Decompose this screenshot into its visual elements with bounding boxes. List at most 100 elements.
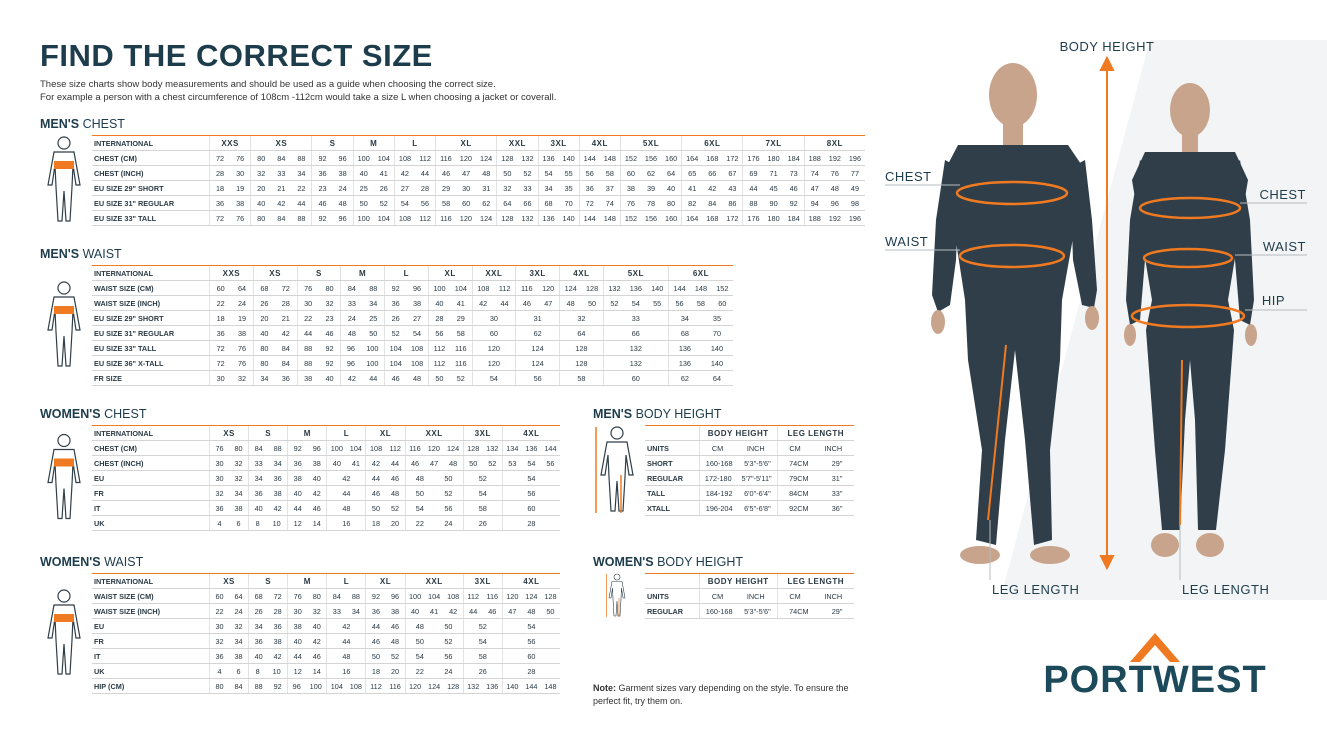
cell-values: 116 120: [517, 284, 559, 293]
cell-values: 128: [560, 344, 602, 353]
title-rest: WAIST: [104, 555, 144, 569]
cell-values: 18 19: [210, 314, 252, 323]
value: 41: [456, 298, 465, 308]
row-label: WAIST SIZE (CM): [92, 280, 210, 296]
row-label: UK: [92, 663, 210, 679]
row-label: FR: [92, 485, 210, 501]
size-section: MEN'S CHEST INTERNATIONAL XXS XS S M L XL XXL 3X…: [40, 117, 865, 230]
value: 104: [349, 443, 362, 453]
cell-values: 68 72: [250, 592, 288, 601]
size-cell: 128: [559, 355, 604, 371]
value: 32: [234, 621, 243, 631]
size-cell: 36 38: [248, 633, 288, 649]
cell-values: 36 38: [385, 298, 427, 308]
value: 30: [215, 473, 224, 483]
value: 172: [726, 213, 739, 223]
section-title: MEN'S WAIST: [40, 247, 720, 265]
size-cell: CM INCH: [699, 440, 777, 456]
value: 36": [831, 503, 843, 513]
cell-values: 48 50: [342, 329, 384, 338]
cell-values: 22 24: [406, 667, 463, 676]
cell-values: CM INCH: [778, 444, 854, 453]
value: 116: [409, 443, 421, 453]
value: 124: [564, 283, 577, 293]
size-header: 4XL: [578, 135, 621, 151]
cell-values: 76 80: [298, 284, 340, 293]
cell-values: 52 54: [385, 329, 427, 338]
value: 34: [254, 621, 263, 631]
figure-label: HIP: [1262, 293, 1285, 308]
cell-values: 46 47: [517, 299, 559, 308]
value: 42: [347, 373, 356, 383]
value: 16: [342, 666, 351, 676]
value: 40: [435, 298, 444, 308]
size-cell: 29 30 31: [435, 180, 497, 196]
cell-values: 72 76: [211, 214, 251, 223]
size-cell: 112 116: [427, 340, 472, 356]
cell-values: 112 116: [429, 344, 471, 353]
size-header: 3XL: [462, 573, 503, 589]
value: 42: [312, 636, 321, 646]
cell-values: 132: [604, 344, 668, 353]
size-cell: 136 140: [667, 355, 733, 371]
size-cell: 48: [326, 648, 366, 664]
cell-values: 160-168 5'3"-5'6": [700, 607, 776, 616]
value: 48: [342, 651, 351, 661]
row-label: EU SIZE 29" SHORT: [92, 310, 210, 326]
note-text: Garment sizes vary depending on the styl…: [593, 683, 849, 706]
section-title: WOMEN'S WAIST: [40, 555, 550, 573]
value: 24: [234, 606, 243, 616]
value: 196-204: [705, 503, 733, 513]
cell-values: 136 140: [669, 344, 733, 353]
value: 55: [564, 168, 573, 178]
value: 58: [478, 503, 487, 513]
size-cell: 76 78 80: [619, 195, 682, 211]
size-cell: 172-180 5'7"-5'11": [699, 470, 777, 486]
value: 29: [456, 313, 465, 323]
size-cell: 12 14: [287, 663, 327, 679]
value: 92: [273, 681, 282, 691]
cell-values: 65 66 67: [683, 169, 743, 178]
size-cell: 33 34: [326, 603, 366, 619]
value: 30: [236, 168, 245, 178]
size-cell: 80 84: [208, 678, 249, 694]
cell-values: 48 50: [406, 622, 463, 631]
value: 48: [527, 606, 536, 616]
size-cell: 53 54 56: [501, 455, 560, 471]
figure-label: WAIST: [885, 234, 928, 249]
title-bold: WOMEN'S: [40, 555, 101, 569]
cell-values: CM INCH: [700, 444, 776, 453]
size-cell: 56: [501, 485, 560, 501]
value: 33": [831, 488, 843, 498]
value: 36: [391, 298, 400, 308]
cell-values: 58 60 62: [437, 199, 497, 208]
cell-values: 128 132: [498, 154, 538, 163]
value: 80: [667, 198, 676, 208]
cell-values: 56: [517, 374, 559, 383]
cell-values: 34 36: [254, 374, 296, 383]
size-cell: 36 38: [311, 165, 354, 181]
size-cell: 40 41: [326, 455, 366, 471]
value: 40: [293, 488, 302, 498]
cell-values: 104 108: [328, 682, 366, 691]
value: 108: [477, 283, 490, 293]
cell-values: 33: [604, 314, 668, 323]
size-cell: 80 84 88: [250, 150, 312, 166]
size-cell: 100 104: [352, 150, 395, 166]
value: 37: [605, 183, 614, 193]
value: 88: [273, 443, 282, 453]
table-row: INTERNATIONAL XXS XS S M L XL XXL 3XL 4XL 5XL 6XL 7X…: [40, 135, 865, 230]
cell-values: 36 38: [211, 504, 249, 513]
value: 28: [281, 298, 290, 308]
value: 38: [293, 473, 302, 483]
value: 172-180: [704, 473, 732, 483]
value: 42: [342, 621, 351, 631]
size-cell: 44 46: [365, 470, 406, 486]
size-header: L: [393, 135, 436, 151]
value: 88: [369, 283, 378, 293]
title-bold: MEN'S: [40, 117, 80, 131]
value: 40: [293, 636, 302, 646]
value: 33: [254, 458, 263, 468]
size-header: S: [311, 135, 354, 151]
value: 44: [500, 298, 509, 308]
